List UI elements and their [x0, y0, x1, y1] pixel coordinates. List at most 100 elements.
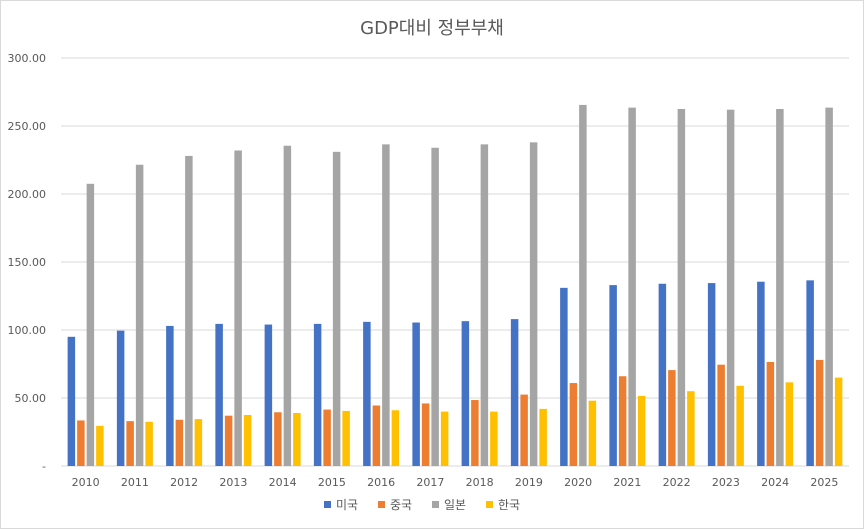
- bar: [166, 325, 174, 466]
- bar: [461, 321, 470, 466]
- y-tick-label: 100.00: [8, 324, 47, 337]
- x-tick-label: 2011: [121, 476, 149, 489]
- bar: [126, 421, 134, 466]
- bar: [440, 411, 449, 466]
- bar: [726, 109, 735, 467]
- bar: [372, 405, 381, 466]
- legend-label: 일본: [444, 498, 466, 512]
- x-tick-label: 2016: [367, 476, 395, 489]
- x-tick-label: 2020: [564, 476, 592, 489]
- bar: [717, 364, 725, 466]
- legend-label: 미국: [336, 498, 358, 512]
- bar: [431, 147, 439, 466]
- x-tick-label: 2012: [170, 476, 198, 489]
- bar: [834, 377, 843, 466]
- x-tick-label: 2013: [219, 476, 247, 489]
- legend: 미국 중국 일본 한국: [324, 498, 520, 512]
- x-tick-label: 2010: [72, 476, 100, 489]
- bar: [283, 145, 292, 466]
- y-tick-label: 200.00: [8, 188, 47, 201]
- x-tick-label: 2023: [712, 476, 740, 489]
- bar: [637, 395, 646, 466]
- bar: [363, 321, 371, 466]
- x-tick-label: 2022: [663, 476, 691, 489]
- bar: [510, 319, 519, 466]
- bar: [185, 155, 193, 467]
- bar: [687, 391, 695, 466]
- legend-label: 중국: [390, 498, 412, 512]
- y-tick-label: 150.00: [8, 256, 47, 269]
- bar: [332, 151, 341, 466]
- bar: [77, 420, 85, 466]
- bar: [520, 394, 528, 466]
- bar: [67, 336, 76, 466]
- bar: [579, 104, 587, 467]
- bar: [274, 412, 282, 466]
- bar: [560, 287, 568, 466]
- bar: [480, 144, 489, 467]
- bar: [668, 370, 676, 466]
- bar: [264, 324, 273, 466]
- y-axis-tick-labels: - 50.00 100.00 150.00 200.00 250.00 300.00: [8, 52, 47, 473]
- bar: [776, 109, 784, 466]
- legend-swatch: [324, 501, 331, 508]
- bar: [825, 107, 833, 466]
- legend-label: 한국: [498, 498, 520, 512]
- x-tick-label: 2015: [318, 476, 346, 489]
- bar: [342, 410, 350, 466]
- bar: [293, 412, 301, 466]
- bar: [86, 183, 95, 467]
- y-tick-label: -: [42, 460, 46, 473]
- x-axis-tick-labels: 2010 2011 2012 2013 2014 2015 2016 2017 2018 2019…: [72, 476, 839, 489]
- bar: [539, 408, 547, 466]
- x-tick-label: 2014: [269, 476, 297, 489]
- bar: [707, 283, 716, 466]
- bar: [658, 283, 667, 466]
- bar: [421, 403, 430, 466]
- bar: [135, 164, 144, 466]
- legend-swatch: [432, 501, 439, 508]
- bar: [194, 419, 203, 466]
- bar: [471, 400, 479, 466]
- y-tick-label: 250.00: [8, 120, 47, 133]
- bar: [757, 281, 765, 466]
- x-tick-label: 2024: [761, 476, 789, 489]
- bar: [116, 330, 125, 466]
- bar: [628, 107, 636, 466]
- x-tick-label: 2019: [515, 476, 543, 489]
- legend-swatch: [378, 501, 385, 508]
- bar: [412, 322, 420, 466]
- bar: [96, 425, 104, 466]
- bar: [323, 409, 331, 466]
- bar: [736, 385, 744, 466]
- bar: [806, 280, 814, 466]
- bar: [609, 285, 617, 466]
- bar: [766, 361, 775, 466]
- bar: [234, 150, 242, 467]
- chart-title: GDP대비 정부부채: [360, 18, 504, 39]
- bar: [175, 419, 184, 466]
- bar: [382, 144, 390, 467]
- y-tick-label: 50.00: [15, 392, 47, 405]
- bar: [313, 323, 322, 466]
- bar: [785, 382, 794, 466]
- x-tick-label: 2018: [466, 476, 494, 489]
- bar: [618, 376, 627, 466]
- bar: [490, 411, 498, 466]
- y-tick-label: 300.00: [8, 52, 47, 65]
- bar: [677, 109, 686, 466]
- bar: [224, 415, 233, 466]
- bars: [67, 104, 843, 467]
- bar: [529, 142, 538, 466]
- bar: [588, 400, 597, 466]
- bar: [391, 410, 400, 466]
- x-tick-label: 2021: [613, 476, 641, 489]
- x-tick-label: 2025: [810, 476, 838, 489]
- bar: [215, 323, 223, 466]
- bar: [145, 421, 153, 466]
- bar: [815, 359, 824, 466]
- bar: [569, 383, 578, 466]
- bar: [243, 415, 252, 466]
